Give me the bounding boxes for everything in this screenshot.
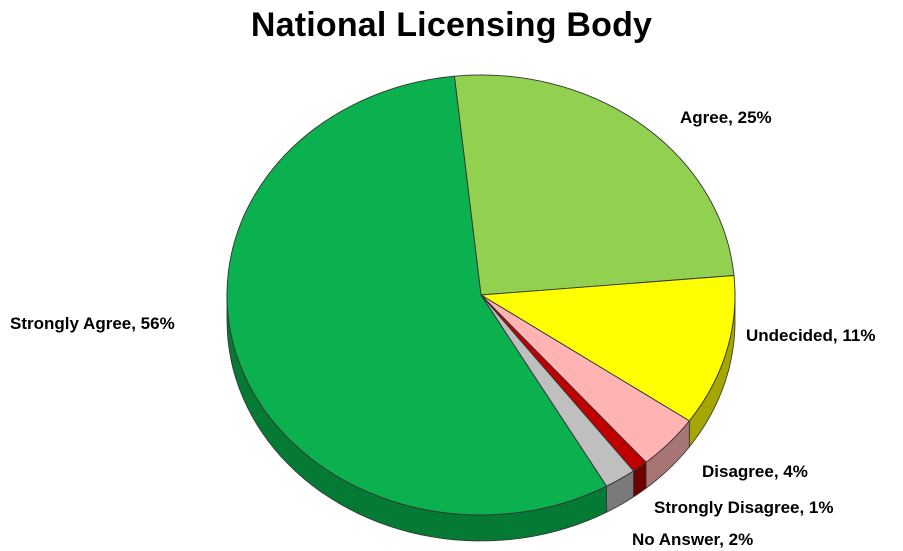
pie-tops: [226, 74, 736, 516]
slice-label-undecided: Undecided, 11%: [746, 326, 875, 345]
slice-strongly-agree[interactable]: [226, 75, 608, 516]
slice-label-strongly-agree: Strongly Agree, 56%: [10, 314, 175, 333]
slice-undecided[interactable]: [479, 275, 736, 422]
slice-label-strongly-disagree: Strongly Disagree, 1%: [654, 498, 834, 517]
chart-title: National Licensing Body: [250, 6, 653, 44]
slice-label-agree: Agree, 25%: [680, 108, 772, 127]
slice-agree[interactable]: [453, 74, 735, 296]
pie-labels: Agree, 25% Undecided, 11% Disagree, 4% Stro…: [10, 108, 875, 549]
slice-label-disagree: Disagree, 4%: [702, 462, 808, 481]
slice-label-no-answer: No Answer, 2%: [632, 530, 753, 549]
